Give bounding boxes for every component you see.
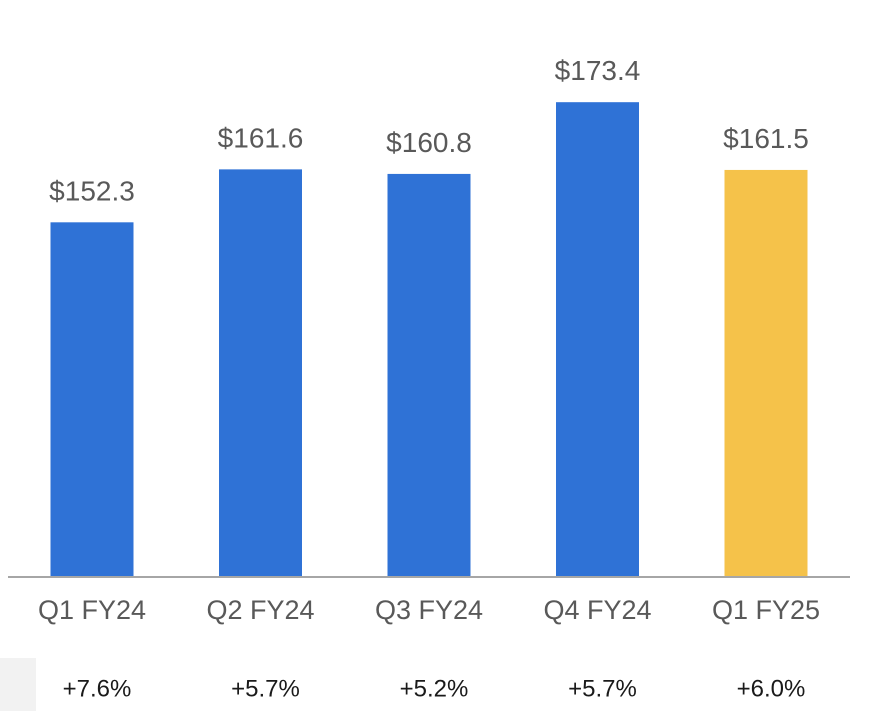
growth-row-panel (0, 658, 36, 711)
bar-q1-fy25 (724, 169, 808, 577)
category-tick-label: Q4 FY24 (543, 595, 651, 625)
bars-group (50, 102, 808, 578)
bar-q4-fy24 (556, 102, 639, 578)
category-tick-label: Q1 FY24 (38, 595, 146, 625)
value-label: $161.6 (218, 122, 304, 153)
category-tick-label: Q3 FY24 (375, 595, 483, 625)
growth-label: +5.7% (231, 675, 300, 702)
value-label: $160.8 (386, 127, 472, 158)
growth-label: +5.2% (400, 675, 469, 702)
value-label: $152.3 (49, 175, 135, 206)
category-labels-group: Q1 FY24 Q2 FY24 Q3 FY24 Q4 FY24 Q1 FY25 (38, 595, 820, 625)
bar-q1-fy24 (50, 222, 134, 578)
growth-label: +5.7% (568, 675, 637, 702)
category-tick-label: Q2 FY24 (206, 595, 314, 625)
growth-label: +7.6% (63, 675, 132, 702)
growth-labels-group: +7.6% +5.7% +5.2% +5.7% +6.0% (63, 675, 806, 702)
category-tick-label: Q1 FY25 (712, 595, 820, 625)
growth-label: +6.0% (737, 675, 806, 702)
bar-q2-fy24 (219, 169, 302, 578)
value-label: $161.5 (723, 123, 809, 154)
value-labels-group: $152.3 $161.6 $160.8 $173.4 $161.5 (49, 55, 809, 206)
bar-q3-fy24 (387, 173, 471, 577)
value-label: $173.4 (555, 55, 641, 86)
